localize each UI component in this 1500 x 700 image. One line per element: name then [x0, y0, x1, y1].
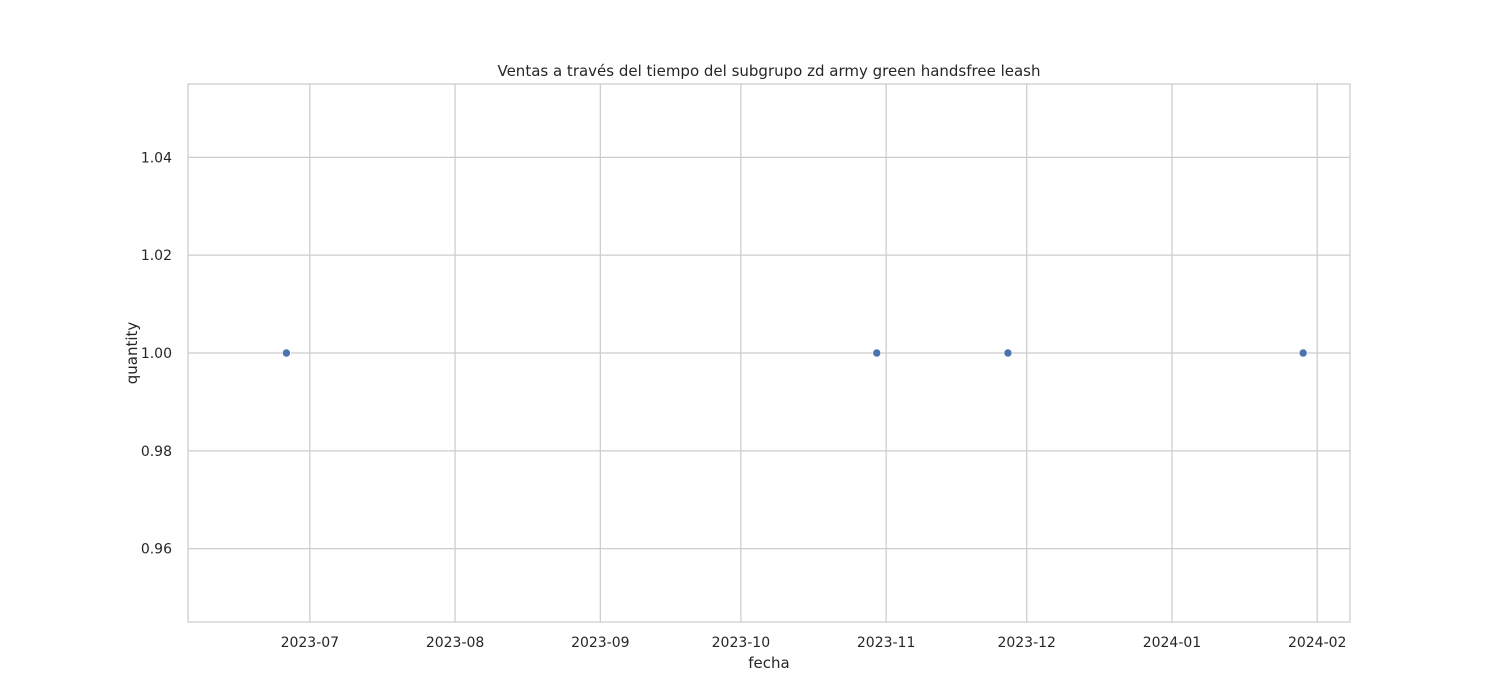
- x-tick-label: 2023-08: [426, 635, 485, 651]
- y-tick-labels: 0.96 0.98 1.00 1.02 1.04: [141, 150, 172, 557]
- x-tick-label: 2023-07: [281, 635, 340, 651]
- x-tick-label: 2023-12: [997, 635, 1056, 651]
- x-tick-labels: 2023-07 2023-08 2023-09 2023-10 2023-11 2023-…: [281, 635, 1347, 651]
- plot-frame: [187, 83, 1351, 623]
- y-axis-label: quantity: [123, 322, 141, 385]
- data-point: [1003, 348, 1013, 358]
- y-tick-label: 1.04: [141, 150, 172, 166]
- x-tick-label: 2023-11: [857, 635, 916, 651]
- x-tick-label: 2024-02: [1288, 635, 1347, 651]
- chart-title: Ventas a través del tiempo del subgrupo …: [497, 62, 1040, 80]
- data-point: [282, 348, 291, 358]
- grid-lines: [188, 84, 1350, 622]
- data-point: [1298, 348, 1308, 358]
- data-points: [282, 348, 1308, 358]
- y-tick-label: 1.02: [141, 248, 172, 264]
- y-tick-label: 0.98: [141, 444, 172, 460]
- x-tick-label: 2023-10: [712, 635, 771, 651]
- x-tick-label: 2023-09: [571, 635, 630, 651]
- y-tick-label: 0.96: [141, 542, 172, 558]
- x-axis-label: fecha: [748, 654, 789, 672]
- y-tick-label: 1.00: [141, 346, 172, 362]
- x-tick-label: 2024-01: [1143, 635, 1202, 651]
- data-point: [872, 348, 882, 358]
